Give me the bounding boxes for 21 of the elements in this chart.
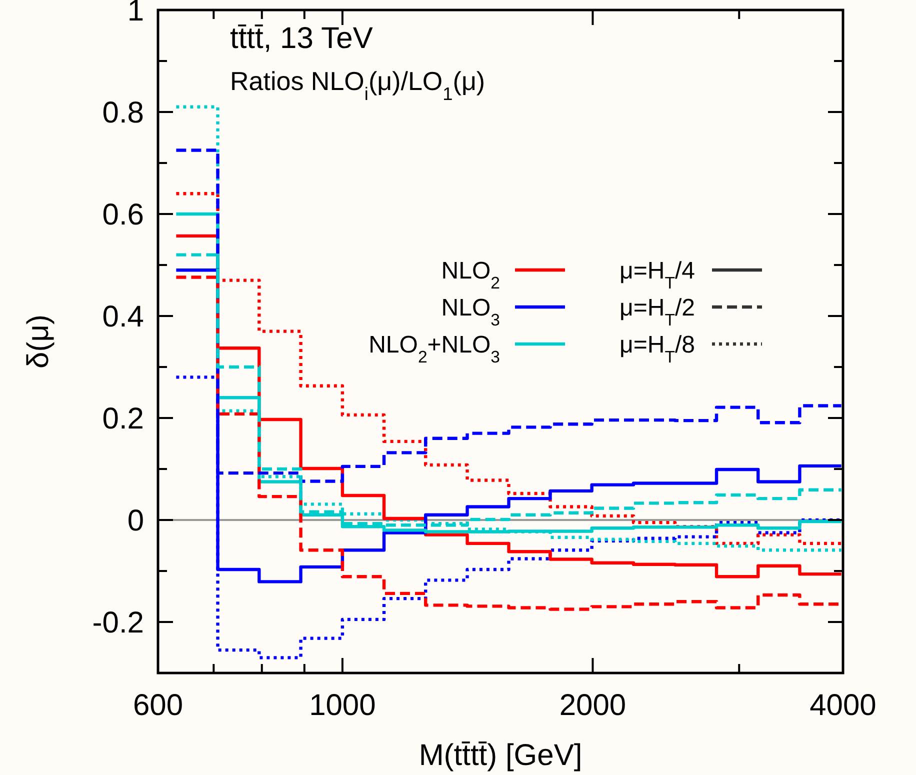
annotation: μ=H$_{T}$/8 <box>620 331 695 366</box>
y-tick-label: 0.2 <box>102 402 144 436</box>
y-tick-label: 0.8 <box>102 96 144 130</box>
legend-label: NLO$_{3}$ <box>441 294 500 329</box>
annotation: μ=H$_{T}$/4 <box>620 257 695 292</box>
y-axis-title: δ(μ) <box>22 314 55 368</box>
chart-title: tt̄tt̄, 13 TeV <box>230 22 373 55</box>
legend-label: NLO$_{2}$ <box>441 257 500 292</box>
x-axis-title: M(tt̄tt̄) [GeV] <box>418 739 582 772</box>
x-tick-label: 600 <box>132 689 184 722</box>
text: Ratios NLO$_{i}$(μ)/LO$_{1}$(μ) <box>230 66 486 104</box>
y-tick-label: 0 <box>127 504 144 538</box>
y-tick-label: 0.6 <box>102 198 144 232</box>
y-tick-label: 1 <box>127 0 144 28</box>
x-tick-label: 1000 <box>309 689 376 722</box>
y-tick-label: -0.2 <box>92 606 144 640</box>
y-tick-label: 0.4 <box>102 300 144 334</box>
x-tick-label: 2000 <box>559 689 626 722</box>
legend-label: NLO$_{2}$+NLO$_{3}$ <box>368 331 500 366</box>
annotation: μ=H$_{T}$/2 <box>620 294 695 329</box>
x-tick-label: 4000 <box>810 689 876 722</box>
